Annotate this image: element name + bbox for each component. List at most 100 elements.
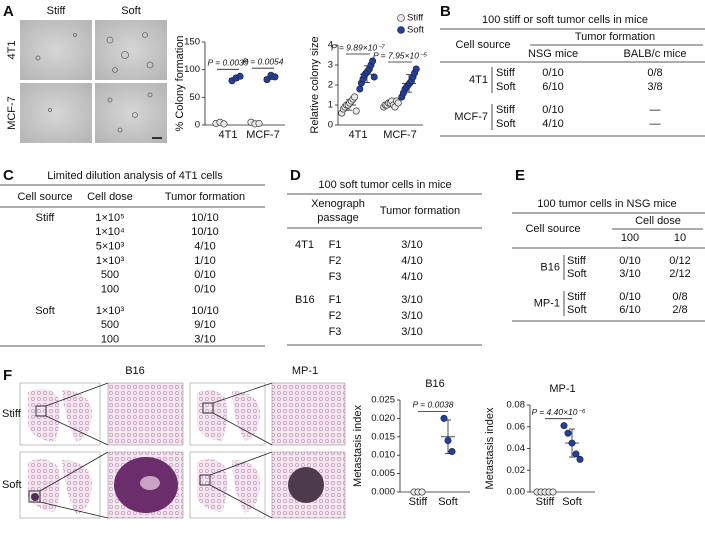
cell: 3/8 [647, 81, 662, 93]
panel-label: A [3, 3, 14, 20]
cell: F2 [329, 310, 342, 322]
cell: 100 [101, 283, 119, 295]
cell: 0/10 [194, 269, 215, 281]
dot [568, 439, 576, 447]
panel-label: C [3, 167, 14, 184]
y-tick-label: 3 [328, 60, 333, 71]
cell: 0/10 [542, 67, 563, 79]
header: Tumor formation [575, 31, 655, 43]
y-tick-label: 1 [328, 100, 333, 111]
header: Xenograph [311, 198, 365, 210]
y-tick-label: 50 [189, 92, 200, 103]
header: NSG mice [528, 48, 578, 60]
chart-title: B16 [425, 378, 445, 390]
dot [370, 73, 378, 81]
row-group: MP-1 [534, 297, 560, 309]
panel-label: B [440, 3, 451, 20]
cell: F1 [329, 294, 342, 306]
dot [236, 72, 244, 80]
x-tick-label: Stiff [536, 496, 556, 508]
cell: Soft [496, 118, 516, 130]
cell: 0/10 [619, 291, 640, 303]
header: Cell source [17, 191, 72, 203]
micrograph [20, 20, 92, 80]
row-group: B16 [540, 261, 560, 273]
cell: 10/10 [191, 305, 219, 317]
dot [448, 448, 456, 456]
dot [564, 429, 572, 437]
table-title: 100 soft tumor cells in mice [318, 179, 451, 191]
cell: 1×10³ [96, 255, 125, 267]
micrographs [20, 20, 167, 143]
cell: 3/10 [194, 334, 215, 346]
header: Cell dose [87, 191, 133, 203]
cell: Soft [567, 268, 587, 280]
row-group: 4T1 [469, 74, 488, 86]
dot [220, 120, 228, 128]
p-value: P = 0.0038 [412, 400, 453, 410]
cell: 1/10 [194, 255, 215, 267]
column-label: Soft [121, 5, 141, 17]
cell: 3/10 [619, 268, 640, 280]
cell: 6/10 [619, 304, 640, 316]
cell: Soft [567, 304, 587, 316]
chart-title: MP-1 [549, 383, 575, 395]
p-value: P = 9.89×10⁻⁷ [331, 42, 385, 52]
y-tick-label: 150 [184, 37, 200, 48]
table-title: Limited dilution analysis of 4T1 cells [47, 170, 223, 182]
dot [271, 73, 279, 81]
dot [263, 76, 271, 84]
dot [444, 436, 452, 444]
y-tick-label: 0.015 [371, 431, 395, 442]
micrograph [20, 83, 92, 143]
legend-swatch [397, 14, 405, 22]
cell: 3/10 [401, 239, 422, 251]
y-tick-label: 0.08 [507, 400, 526, 411]
cell: 0/12 [669, 255, 690, 267]
panel-label: F [3, 367, 12, 384]
cell: 3/10 [401, 326, 422, 338]
dot [369, 57, 377, 65]
y-tick-label: 0.010 [371, 450, 395, 461]
x-tick-label: 4T1 [349, 129, 368, 141]
header: Cell source [525, 223, 580, 235]
cell: 0/8 [647, 67, 662, 79]
column-label: MP-1 [292, 365, 318, 377]
column-label: B16 [125, 365, 145, 377]
y-tick-label: 0.000 [371, 487, 395, 498]
cell: 0/10 [619, 255, 640, 267]
cell: Stiff [567, 291, 587, 303]
x-tick-label: MCF-7 [246, 129, 280, 141]
header: 100 [621, 232, 639, 244]
x-tick-label: 4T1 [219, 129, 238, 141]
dot [351, 93, 359, 101]
panel-label: D [290, 167, 301, 184]
cell: 10/10 [191, 212, 219, 224]
micrograph [95, 20, 167, 80]
row-group: B16 [295, 294, 315, 306]
legend-label: Soft [407, 25, 424, 36]
p-value: P = 4.40×10⁻⁶ [531, 407, 585, 417]
micrograph [95, 83, 167, 143]
cell: 6/10 [542, 81, 563, 93]
cell: 0/8 [672, 291, 687, 303]
y-tick-label: 0.020 [371, 413, 395, 424]
dot [394, 99, 402, 107]
cell: 1×10³ [96, 305, 125, 317]
legend-label: Stiff [407, 13, 424, 24]
cell: 5×10³ [96, 241, 125, 253]
cell: F1 [329, 239, 342, 251]
cell: 4/10 [401, 255, 422, 267]
y-tick-label: 100 [184, 64, 200, 75]
y-axis-label: Relative colony size [309, 36, 321, 133]
y-tick-label: 4 [328, 40, 333, 51]
cell: 10/10 [191, 226, 219, 238]
y-tick-label: 0.00 [507, 487, 526, 498]
row-group: MCF-7 [454, 111, 488, 123]
cell: 9/10 [194, 319, 215, 331]
cell: Soft [496, 81, 516, 93]
p-value: P = 0.0039 [207, 58, 248, 68]
dot [576, 455, 584, 463]
row-label: MCF-7 [6, 96, 18, 130]
dot [356, 85, 364, 93]
